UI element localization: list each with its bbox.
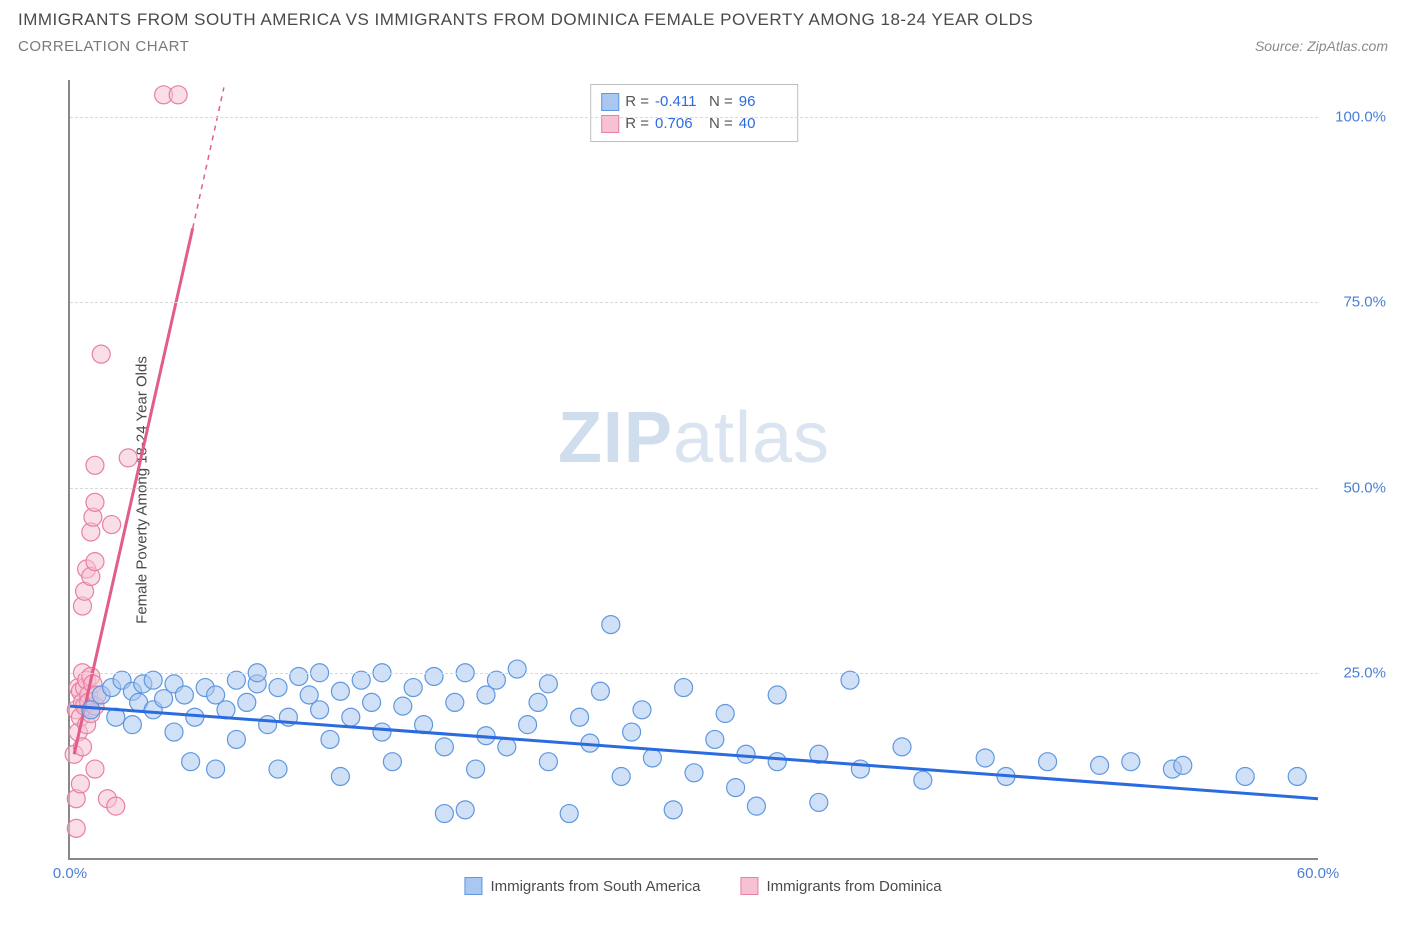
x-tick-label: 0.0%	[53, 865, 87, 882]
correlation-chart: Female Poverty Among 18-24 Year Olds ZIP…	[18, 80, 1388, 900]
page-subtitle: CORRELATION CHART	[18, 38, 189, 55]
y-tick-label: 100.0%	[1326, 109, 1386, 126]
swatch-south-america	[601, 93, 619, 111]
stats-legend: R = -0.411 N = 96 R = 0.706 N = 40	[590, 84, 798, 142]
swatch-dominica	[741, 877, 759, 895]
x-tick-label: 60.0%	[1297, 865, 1340, 882]
plot-area: ZIPatlas R = -0.411 N = 96 R = 0.706 N =…	[68, 80, 1318, 860]
y-tick-label: 50.0%	[1326, 479, 1386, 496]
source-attribution: Source: ZipAtlas.com	[1255, 38, 1388, 54]
y-tick-label: 25.0%	[1326, 664, 1386, 681]
stats-row-south-america: R = -0.411 N = 96	[601, 91, 787, 113]
page-title: IMMIGRANTS FROM SOUTH AMERICA VS IMMIGRA…	[18, 10, 1388, 30]
series-legend: Immigrants from South America Immigrants…	[464, 877, 941, 895]
plot-svg	[70, 80, 1318, 858]
legend-item-south-america: Immigrants from South America	[464, 877, 700, 895]
y-tick-label: 75.0%	[1326, 294, 1386, 311]
swatch-south-america	[464, 877, 482, 895]
legend-item-dominica: Immigrants from Dominica	[741, 877, 942, 895]
